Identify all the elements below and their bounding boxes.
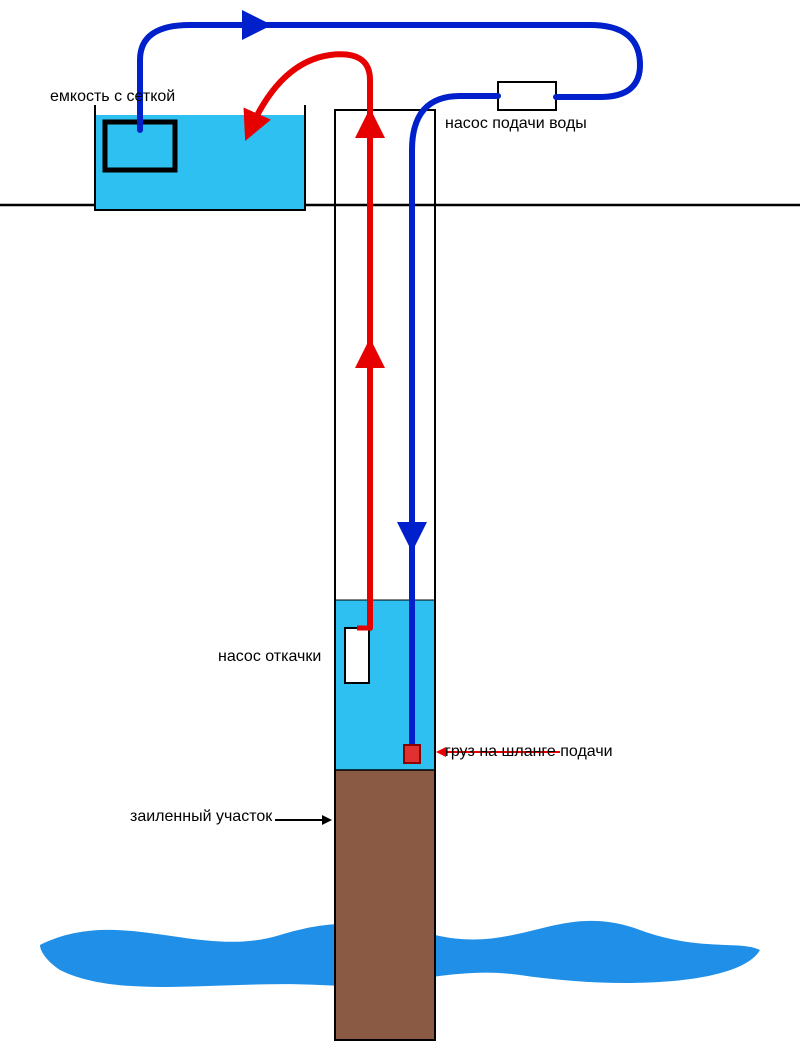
supply-pump-box — [498, 82, 556, 110]
label-silt: заиленный участок — [130, 808, 272, 826]
well-silt — [335, 770, 435, 1040]
diagram-canvas: емкость с сеткой насос подачи воды насос… — [0, 0, 800, 1050]
label-extract-pump: насос откачки — [218, 648, 321, 666]
diagram-svg — [0, 0, 800, 1050]
extract-pump — [345, 628, 369, 683]
weight-on-hose — [404, 745, 420, 763]
tank-water — [95, 115, 305, 210]
label-weight: груз на шланге подачи — [445, 743, 613, 761]
label-tank: емкость с сеткой — [50, 88, 175, 106]
label-supply-pump: насос подачи воды — [445, 115, 587, 133]
